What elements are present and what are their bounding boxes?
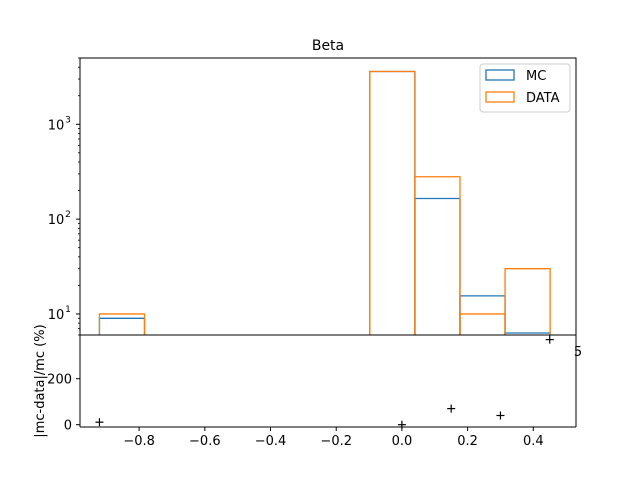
ratio-point — [496, 411, 505, 420]
y-tick-exponent: 3 — [65, 115, 71, 125]
ratio-y-axis-label: |mc-data|/mc (%) — [33, 324, 48, 437]
legend-swatch-data — [485, 91, 515, 103]
y-tick-label: 10 — [48, 213, 65, 228]
hist-bar-data — [504, 268, 551, 335]
ratio-point — [545, 335, 554, 344]
chart-title: Beta — [312, 38, 344, 54]
legend-swatch-mc — [485, 69, 515, 81]
main-plot-area — [98, 70, 551, 335]
legend-box — [479, 63, 571, 113]
y-tick-exponent: 2 — [65, 210, 71, 220]
series-data-bars — [98, 70, 551, 335]
legend-label-mc: MC — [526, 69, 546, 84]
x-tick-label: 0.0 — [392, 434, 413, 449]
y-tick-exponent: 1 — [65, 305, 71, 315]
legend-label-data: DATA — [526, 91, 560, 106]
x-tick-label: 0.4 — [523, 434, 544, 449]
y-tick-label: 10 — [48, 308, 65, 323]
ratio-point — [447, 404, 456, 413]
ratio-x-ticks: −0.8 −0.6 −0.4 −0.2 0.0 0.2 0.4 — [123, 427, 544, 449]
legend: MC DATA — [479, 63, 571, 113]
x-tick-label: −0.6 — [189, 434, 221, 449]
y-tick-label: 10 — [48, 118, 65, 133]
ratio-point — [95, 418, 104, 427]
ratio-y-tick-label: 200 — [47, 373, 72, 388]
clipped-tick-label: 5 — [574, 345, 582, 360]
x-tick-label: −0.2 — [320, 434, 352, 449]
hist-bar-data — [414, 176, 461, 335]
x-tick-label: −0.4 — [255, 434, 287, 449]
x-tick-label: 0.2 — [457, 434, 478, 449]
ratio-y-ticks: 0 200 — [47, 373, 80, 434]
x-tick-label: −0.8 — [123, 434, 155, 449]
ratio-axes-background — [80, 335, 576, 427]
hist-bar-data — [98, 313, 146, 335]
ratio-axes: 0 200 −0.8 −0.6 −0.4 −0.2 0.0 0.2 0.4 |mc-data|… — [33, 324, 582, 449]
ratio-y-tick-label: 0 — [64, 419, 72, 434]
